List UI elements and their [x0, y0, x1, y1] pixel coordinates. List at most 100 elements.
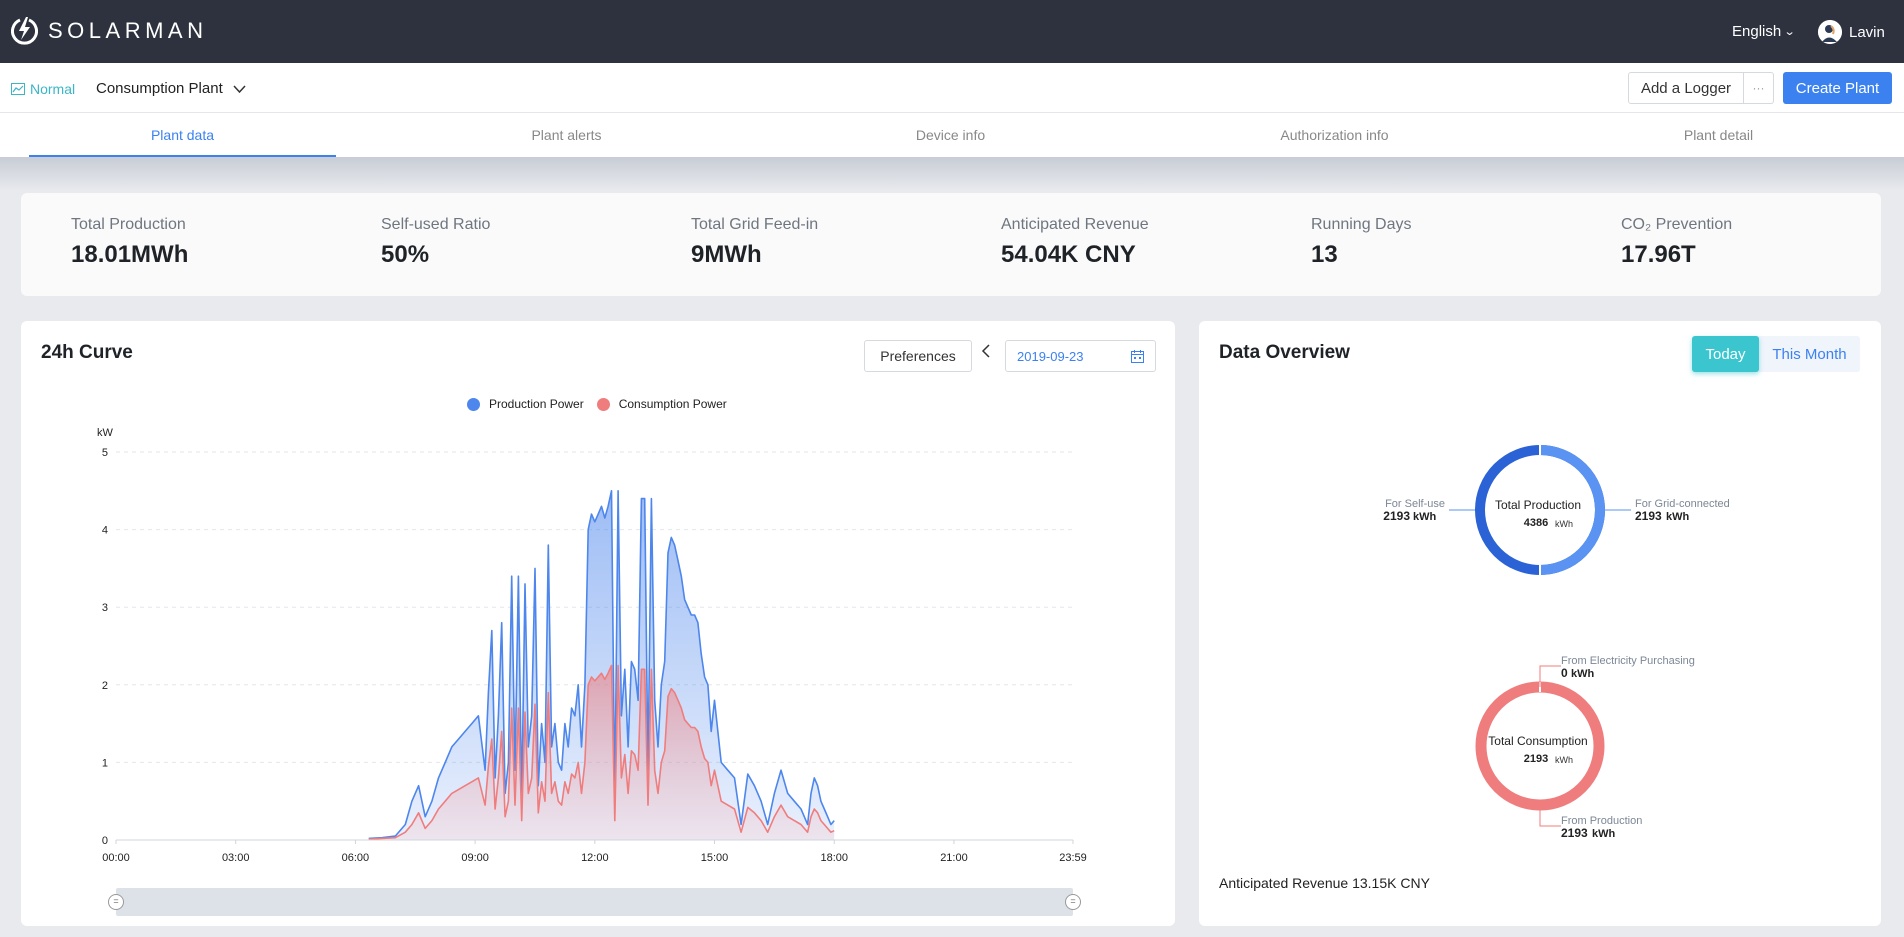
brand-name: SOLARMAN — [48, 18, 208, 43]
add-logger-button[interactable]: Add a Logger — [1628, 72, 1744, 104]
chart-legend: Production Power Consumption Power — [467, 397, 740, 411]
y-tick-label: 0 — [102, 835, 108, 847]
create-plant-button[interactable]: Create Plant — [1783, 72, 1892, 104]
status-label: Normal — [30, 81, 76, 97]
x-tick-label: 09:00 — [461, 852, 489, 864]
top-navbar: SOLARMAN English ⌄ Lavin — [0, 0, 1904, 63]
y-tick-label: 5 — [102, 447, 108, 459]
x-tick-label: 06:00 — [342, 852, 370, 864]
calendar-icon — [1131, 350, 1144, 363]
from-production-value: 2193 — [1561, 826, 1588, 840]
tab-authorization-info[interactable]: Authorization info — [1280, 127, 1389, 143]
data-overview-card: Data Overview Today This Month Total Pro… — [1199, 321, 1881, 926]
stat-label: Self-used Ratio — [381, 216, 491, 233]
plant-tabs: Plant data Plant alerts Device info Auth… — [0, 113, 1904, 157]
electricity-purchasing-unit: kWh — [1571, 668, 1595, 680]
chevron-down-icon: ⌄ — [1783, 26, 1796, 38]
stat-grid-feed-in: Total Grid Feed-in 9MWh — [691, 216, 818, 269]
y-tick-label: 2 — [102, 680, 108, 692]
production-center-label: Total Production — [1495, 498, 1581, 512]
chevron-left-icon — [981, 344, 990, 358]
tab-shadow — [0, 157, 1904, 191]
consumption-line — [368, 664, 835, 840]
tab-device-info[interactable]: Device info — [915, 127, 986, 143]
plant-toolbar: Normal Consumption Plant Add a Logger ··… — [0, 63, 1904, 113]
legend-dot-consumption — [596, 397, 610, 411]
legend-consumption[interactable]: Consumption Power — [596, 397, 727, 411]
stat-self-used-ratio: Self-used Ratio 50% — [381, 216, 490, 269]
x-tick-label: 12:00 — [581, 852, 609, 864]
stat-label: Running Days — [1311, 216, 1412, 233]
user-menu[interactable]: Lavin — [1818, 20, 1885, 44]
tab-plant-alerts[interactable]: Plant alerts — [531, 127, 602, 143]
x-tick-label: 00:00 — [102, 852, 130, 864]
stat-label: CO₂ Prevention — [1621, 216, 1733, 233]
stat-value: 9MWh — [691, 241, 762, 268]
plant-name: Consumption Plant — [96, 80, 223, 97]
stat-co2-prevention: CO₂ Prevention 17.96T — [1621, 216, 1732, 269]
curve-card: 24h Curve Preferences 2019-09-23 Product… — [21, 321, 1175, 926]
tab-plant-detail[interactable]: Plant detail — [1683, 127, 1754, 143]
donut-grid-segment — [1539, 445, 1605, 575]
logo-icon — [11, 17, 38, 45]
stat-value: 54.04K CNY — [1001, 241, 1136, 268]
y-tick-label: 1 — [102, 757, 108, 769]
user-name: Lavin — [1849, 23, 1885, 41]
stat-label: Anticipated Revenue — [1001, 216, 1149, 233]
x-tick-label: 21:00 — [940, 852, 968, 864]
period-toggle: Today This Month — [1692, 336, 1860, 372]
from-production-unit: kWh — [1592, 828, 1616, 840]
consumption-area — [368, 665, 835, 840]
this-month-button[interactable]: This Month — [1772, 345, 1847, 363]
range-end-handle[interactable]: = — [1065, 894, 1081, 910]
more-options-button[interactable]: ··· — [1744, 72, 1774, 104]
self-use-unit: kWh — [1413, 511, 1437, 523]
chart-status-icon — [11, 83, 25, 95]
language-select[interactable]: English ⌄ — [1732, 23, 1796, 40]
legend-production[interactable]: Production Power — [467, 397, 584, 411]
consumption-center-label: Total Consumption — [1488, 734, 1587, 748]
electricity-purchasing-value: 0 — [1561, 666, 1568, 680]
plant-selector[interactable]: Consumption Plant — [96, 80, 246, 97]
electricity-purchasing-label: From Electricity Purchasing — [1561, 655, 1695, 667]
summary-stats: Total Production 18.01MWh Self-used Rati… — [21, 193, 1881, 296]
date-picker[interactable]: 2019-09-23 — [1005, 340, 1156, 372]
range-start-handle[interactable]: = — [108, 894, 124, 910]
y-tick-label: 3 — [102, 602, 108, 614]
power-curve-chart: 0 1 2 3 4 5 kW 00:00 03:00 06:00 09:00 12:00 15:00 18… — [97, 427, 1087, 864]
production-center-unit: kWh — [1555, 519, 1573, 529]
stat-value: 13 — [1311, 241, 1338, 268]
legend-label: Production Power — [489, 397, 584, 411]
consumption-center-value: 2193 — [1524, 753, 1548, 765]
consumption-center-unit: kWh — [1555, 755, 1573, 765]
solarman-logo[interactable]: SOLARMAN — [11, 16, 207, 46]
stat-value: 50% — [381, 241, 430, 268]
stat-label: Total Grid Feed-in — [691, 216, 819, 233]
production-donut: Total Production 4386 kWh For Self-use 2… — [1383, 445, 1730, 575]
previous-day-button[interactable] — [981, 344, 991, 363]
anticipated-revenue: Anticipated Revenue 13.15K CNY — [1219, 875, 1430, 891]
legend-dot-production — [467, 397, 480, 411]
time-range-slider[interactable]: = = — [108, 888, 1081, 916]
legend-label: Consumption Power — [618, 397, 727, 411]
overview-title: Data Overview — [1219, 342, 1350, 363]
grid-connected-label: For Grid-connected — [1635, 498, 1730, 510]
consumption-donut: Total Consumption 2193 kWh From Electric… — [1475, 655, 1695, 840]
preferences-button[interactable]: Preferences — [864, 340, 972, 372]
x-tick-label: 23:59 — [1059, 852, 1087, 864]
stat-anticipated-revenue: Anticipated Revenue 54.04K CNY — [1001, 216, 1149, 269]
stat-value: 18.01MWh — [71, 241, 189, 268]
tab-plant-data[interactable]: Plant data — [29, 113, 336, 157]
x-tick-label: 18:00 — [820, 852, 848, 864]
x-tick-label: 15:00 — [701, 852, 729, 864]
production-area — [368, 490, 835, 840]
self-use-label: For Self-use — [1385, 498, 1445, 510]
avatar — [1818, 20, 1842, 44]
grid-connected-value: 2193 — [1635, 509, 1662, 523]
today-button[interactable]: Today — [1692, 336, 1759, 372]
stat-running-days: Running Days 13 — [1311, 216, 1412, 269]
language-label: English — [1732, 23, 1782, 40]
curve-title: 24h Curve — [41, 342, 133, 363]
overview-donuts: Total Production 4386 kWh For Self-use 2… — [1383, 445, 1730, 840]
logger-button-group: Add a Logger ··· — [1628, 72, 1774, 104]
